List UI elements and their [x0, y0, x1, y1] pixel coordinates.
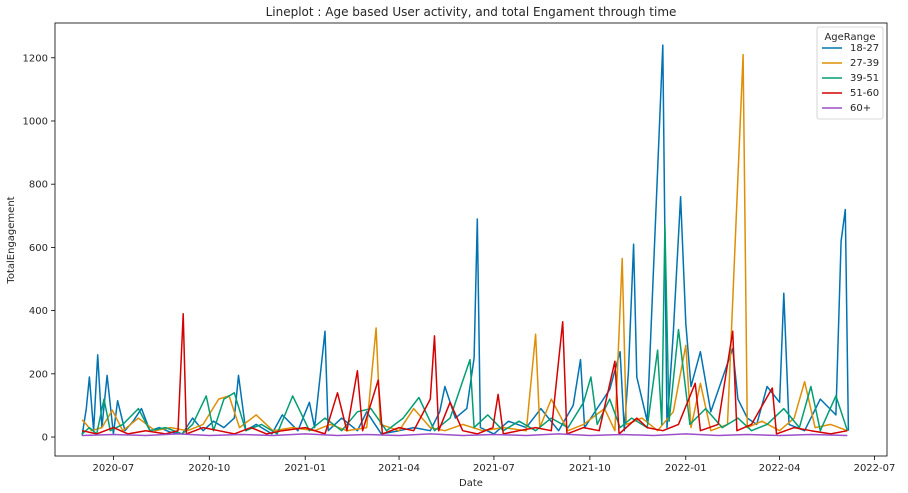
x-tick-label: 2022-04: [759, 463, 801, 474]
x-axis: 2020-07 2020-10 2021-01 2021-04 2021-07 2021-…: [92, 456, 895, 474]
chart-title: Lineplot : Age based User activity, and …: [266, 5, 677, 19]
legend-label-39-51: 39-51: [850, 73, 879, 84]
legend-label-51-60: 51-60: [850, 88, 879, 99]
x-tick-label: 2021-10: [569, 463, 611, 474]
series-line-60+: [82, 433, 848, 437]
y-axis: 0 200 400 600 800 1000 1200: [23, 53, 55, 444]
y-axis-title: TotalEngagement: [6, 196, 17, 284]
plot-frame: [54, 22, 888, 457]
series-layer: [81, 44, 850, 437]
series-line-18-27: [81, 44, 850, 436]
legend-label-60+: 60+: [850, 103, 871, 114]
legend-label-18-27: 18-27: [850, 43, 879, 54]
x-tick-label: 2021-04: [378, 463, 420, 474]
series-line-51-60: [81, 313, 848, 435]
x-tick-label: 2021-01: [284, 463, 326, 474]
x-axis-title: Date: [459, 478, 483, 489]
y-tick-label: 1000: [23, 116, 48, 127]
x-tick-label: 2021-07: [473, 463, 515, 474]
y-tick-label: 400: [29, 306, 48, 317]
x-tick-label: 2020-07: [92, 463, 134, 474]
legend-title: AgeRange: [824, 32, 875, 43]
y-tick-label: 0: [42, 433, 48, 444]
x-tick-label: 2022-07: [854, 463, 896, 474]
y-tick-label: 800: [29, 180, 48, 191]
x-tick-label: 2022-01: [665, 463, 707, 474]
y-tick-label: 200: [29, 369, 48, 380]
legend-box: [816, 26, 884, 120]
series-line-39-51: [81, 224, 849, 435]
legend: AgeRange 18-27 27-39 39-51 51-60 60+: [816, 26, 884, 120]
y-tick-label: 600: [29, 243, 48, 254]
x-tick-label: 2020-10: [188, 463, 230, 474]
legend-label-27-39: 27-39: [850, 58, 879, 69]
y-tick-label: 1200: [23, 53, 48, 64]
